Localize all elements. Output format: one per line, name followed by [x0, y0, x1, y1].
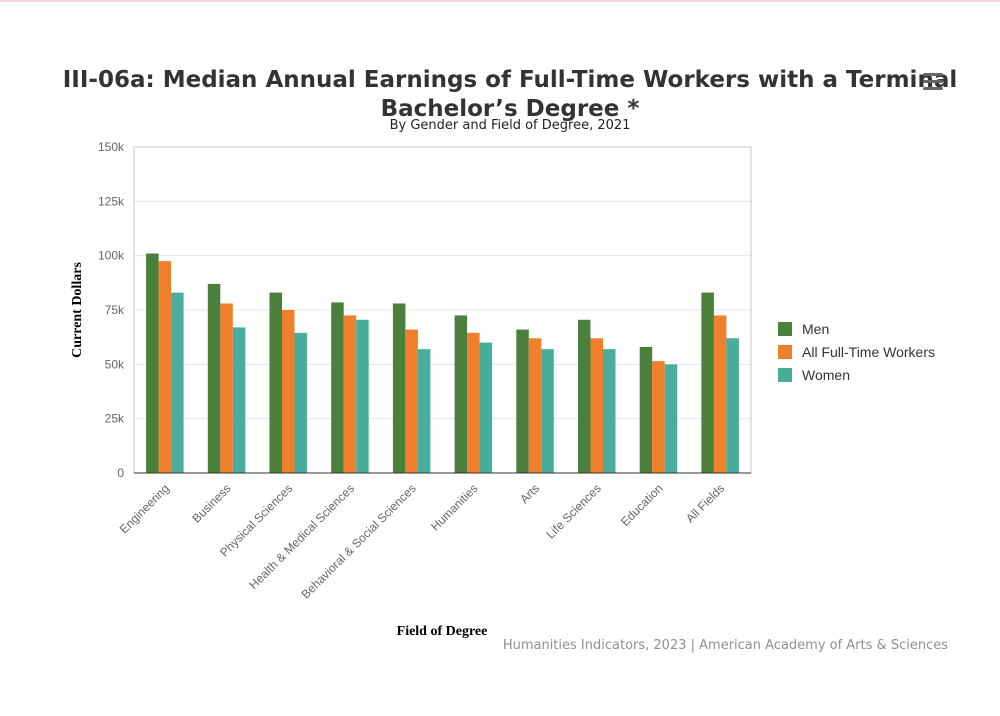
bar-women[interactable] [541, 349, 554, 473]
bar-women[interactable] [294, 332, 308, 473]
legend-item[interactable]: All Full-Time Workers [778, 344, 935, 360]
bar-women[interactable] [232, 327, 246, 473]
bar-women[interactable] [417, 349, 431, 473]
bar-men[interactable] [639, 346, 653, 473]
bar-men[interactable] [516, 329, 529, 473]
bar-all-full-time-workers[interactable] [713, 315, 727, 473]
bar-women[interactable] [726, 338, 739, 473]
x-axis-title: Field of Degree [397, 624, 488, 639]
y-tick-label: 100k [98, 249, 125, 263]
bar-all-full-time-workers[interactable] [652, 361, 665, 473]
bar-all-full-time-workers[interactable] [528, 338, 542, 473]
legend: Men All Full-Time Workers Women [778, 321, 935, 383]
bar-all-full-time-workers[interactable] [343, 315, 357, 473]
legend-label: All Full-Time Workers [802, 344, 935, 360]
chart-subtitle: By Gender and Field of Degree, 2021 [389, 118, 631, 133]
bar-men[interactable] [207, 283, 221, 473]
bar-women[interactable] [356, 319, 369, 473]
x-tick-label: Arts [517, 481, 542, 506]
hamburger-menu-icon-bar [923, 80, 943, 83]
bar-women[interactable] [479, 342, 493, 473]
y-tick-label: 50k [105, 357, 125, 371]
x-tick-label: Engineering [117, 481, 172, 536]
bar-all-full-time-workers[interactable] [282, 310, 295, 473]
hamburger-menu-icon-bar [923, 87, 943, 90]
top-border [0, 0, 1000, 2]
bars [146, 253, 739, 473]
x-tick-label: Life Sciences [544, 481, 604, 541]
bar-all-full-time-workers[interactable] [405, 329, 418, 473]
y-tick-label: 150k [98, 140, 125, 154]
x-tick-label: Behavioral & Social Sciences [298, 481, 418, 601]
bar-all-full-time-workers[interactable] [158, 261, 172, 473]
legend-label: Women [802, 367, 850, 383]
bar-women[interactable] [171, 292, 184, 473]
chart-title: III-06a: Median Annual Earnings of Full-… [62, 67, 958, 122]
y-tick-label: 25k [105, 412, 125, 426]
legend-swatch [778, 345, 792, 359]
bar-men[interactable] [454, 315, 468, 473]
chart-menu-button[interactable] [918, 70, 948, 94]
credit-text: Humanities Indicators, 2023 | American A… [502, 638, 948, 653]
legend-item[interactable]: Men [778, 321, 829, 337]
bar-all-full-time-workers[interactable] [220, 303, 233, 473]
x-tick-label: Education [618, 481, 666, 529]
bar-men[interactable] [578, 319, 591, 473]
y-tick-label: 0 [117, 466, 124, 480]
x-tick-label: All Fields [683, 481, 727, 525]
bar-men[interactable] [146, 253, 159, 473]
legend-swatch [778, 322, 792, 336]
y-axis-ticks: 0 25k 50k 75k 100k 125k 150k [98, 140, 125, 480]
hamburger-menu-icon [923, 73, 943, 76]
x-tick-label: Humanities [428, 481, 480, 533]
bar-men[interactable] [392, 303, 406, 473]
x-tick-label: Health & Medical Sciences [246, 481, 357, 592]
bar-all-full-time-workers[interactable] [590, 338, 604, 473]
y-axis-title: Current Dollars [70, 262, 85, 358]
bar-all-full-time-workers[interactable] [467, 332, 480, 473]
legend-label: Men [802, 321, 829, 337]
legend-item[interactable]: Women [778, 367, 850, 383]
y-tick-label: 75k [105, 303, 125, 317]
y-tick-label: 125k [98, 194, 125, 208]
bar-men[interactable] [269, 292, 283, 473]
bar-men[interactable] [331, 302, 344, 473]
x-tick-label: Business [189, 481, 233, 525]
legend-swatch [778, 368, 792, 382]
bar-women[interactable] [603, 349, 616, 473]
bar-men[interactable] [701, 292, 714, 473]
bar-women[interactable] [664, 364, 678, 473]
